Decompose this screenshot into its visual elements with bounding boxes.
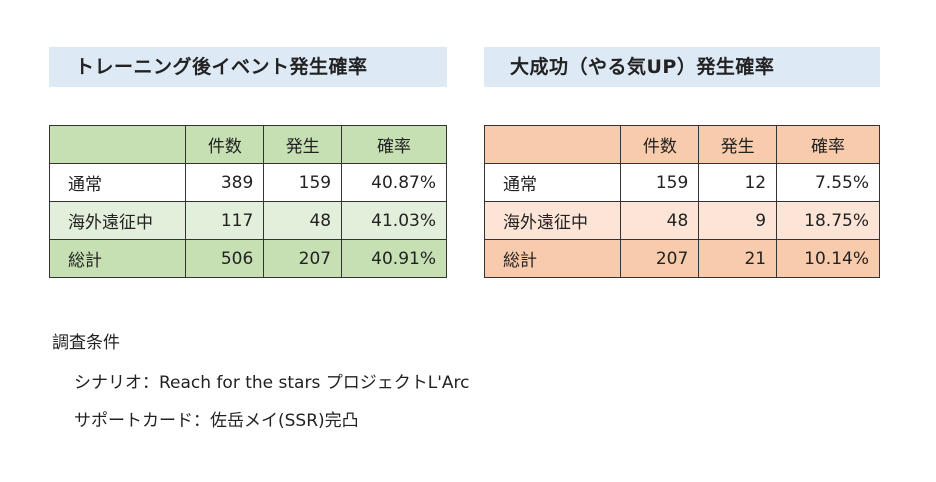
cell-occur: 159: [263, 163, 343, 202]
cell-occur: 21: [698, 239, 778, 278]
header-cell-empty: [48, 125, 187, 164]
cell-occur: 48: [263, 201, 343, 240]
cell-count: 506: [185, 239, 265, 278]
table-header-row: 件数 発生 確率: [483, 125, 880, 164]
notes-support-card: サポートカード：佐岳メイ(SSR)完凸: [74, 411, 359, 431]
cell-rate: 40.87%: [341, 163, 447, 202]
cell-rate: 7.55%: [776, 163, 880, 202]
header-cell-count: 件数: [620, 125, 700, 164]
cell-count: 48: [620, 201, 700, 240]
cell-rate: 18.75%: [776, 201, 880, 240]
row-label: 通常: [483, 163, 622, 202]
cell-count: 117: [185, 201, 265, 240]
header-cell-occur: 発生: [263, 125, 343, 164]
header-cell-rate: 確率: [341, 125, 447, 164]
row-label: 海外遠征中: [48, 201, 187, 240]
cell-rate: 41.03%: [341, 201, 447, 240]
cell-rate: 10.14%: [776, 239, 880, 278]
table-row: 通常 159 12 7.55%: [483, 163, 880, 202]
right-panel-title: 大成功（やる気UP）発生確率: [484, 47, 880, 87]
row-label: 通常: [48, 163, 187, 202]
row-label: 総計: [483, 239, 622, 278]
great-success-table: 件数 発生 確率 通常 159 12 7.55% 海外遠征中 48 9 18.7…: [483, 125, 880, 278]
cell-count: 389: [185, 163, 265, 202]
header-cell-occur: 発生: [698, 125, 778, 164]
left-panel-title: トレーニング後イベント発生確率: [49, 47, 447, 87]
table-row: 通常 389 159 40.87%: [48, 163, 447, 202]
cell-occur: 9: [698, 201, 778, 240]
table-row: 海外遠征中 48 9 18.75%: [483, 201, 880, 240]
training-event-table: 件数 発生 確率 通常 389 159 40.87% 海外遠征中 117 48 …: [48, 125, 447, 278]
notes-heading: 調査条件: [52, 333, 120, 353]
header-cell-rate: 確率: [776, 125, 880, 164]
table-header-row: 件数 発生 確率: [48, 125, 447, 164]
table-row: 総計 207 21 10.14%: [483, 239, 880, 278]
table-row: 総計 506 207 40.91%: [48, 239, 447, 278]
notes-scenario: シナリオ：Reach for the stars プロジェクトL'Arc: [74, 373, 470, 393]
header-cell-count: 件数: [185, 125, 265, 164]
cell-count: 207: [620, 239, 700, 278]
row-label: 海外遠征中: [483, 201, 622, 240]
cell-rate: 40.91%: [341, 239, 447, 278]
table-row: 海外遠征中 117 48 41.03%: [48, 201, 447, 240]
cell-occur: 207: [263, 239, 343, 278]
header-cell-empty: [483, 125, 622, 164]
cell-count: 159: [620, 163, 700, 202]
row-label: 総計: [48, 239, 187, 278]
cell-occur: 12: [698, 163, 778, 202]
